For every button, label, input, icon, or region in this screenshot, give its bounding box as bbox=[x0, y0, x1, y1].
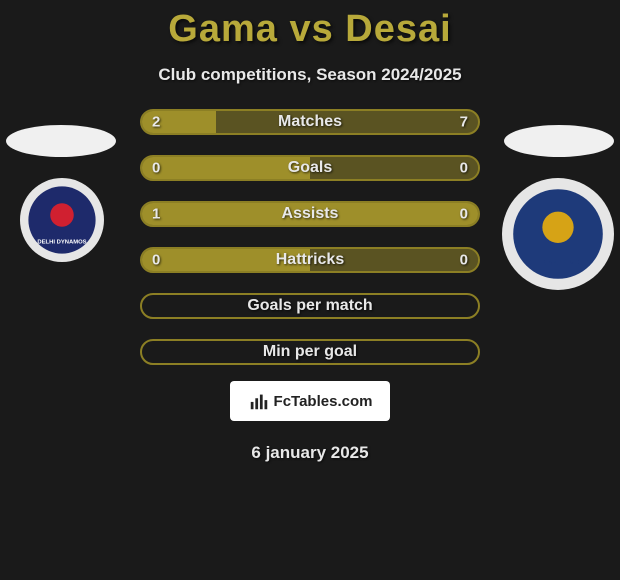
comparison-infographic: Gama vs Desai Club competitions, Season … bbox=[0, 0, 620, 580]
stat-value-right: 0 bbox=[460, 206, 468, 223]
stat-row: Hattricks 0 0 bbox=[140, 247, 480, 273]
stat-value-left: 0 bbox=[152, 252, 160, 269]
player-photo-right-placeholder bbox=[504, 125, 614, 157]
stat-value-right: 0 bbox=[460, 160, 468, 177]
stat-row: Goals per match bbox=[140, 293, 480, 319]
stat-bar-right bbox=[310, 157, 478, 179]
stat-row: Min per goal bbox=[140, 339, 480, 365]
stat-value-left: 0 bbox=[152, 160, 160, 177]
stat-value-left: 2 bbox=[152, 114, 160, 131]
svg-text:CHENNAIYIN F.C.: CHENNAIYIN F.C. bbox=[526, 258, 591, 267]
stat-label: Hattricks bbox=[276, 251, 344, 269]
chennaiyin-fc-badge: CHENNAIYIN F.C. bbox=[502, 178, 614, 290]
stat-row: Assists 1 0 bbox=[140, 201, 480, 227]
delhi-dynamos-badge: DELHI DYNAMOS bbox=[20, 178, 104, 262]
stat-label: Goals bbox=[288, 159, 332, 177]
chart-icon bbox=[248, 390, 270, 412]
stat-bars: Matches27Goals00Assists10Hattricks00Goal… bbox=[140, 109, 480, 365]
stat-label: Assists bbox=[282, 205, 339, 223]
player-photo-left-placeholder bbox=[6, 125, 116, 157]
stat-row: Goals 0 0 bbox=[140, 155, 480, 181]
attribution: FcTables.com bbox=[230, 381, 390, 421]
stat-row: Matches 2 7 bbox=[140, 109, 480, 135]
date: 6 january 2025 bbox=[0, 443, 620, 463]
stat-value-right: 7 bbox=[460, 114, 468, 131]
stat-value-left: 1 bbox=[152, 206, 160, 223]
stat-label: Goals per match bbox=[247, 297, 372, 315]
svg-text:DELHI DYNAMOS: DELHI DYNAMOS bbox=[37, 240, 86, 246]
stat-bar-left bbox=[142, 157, 310, 179]
stat-label: Matches bbox=[278, 113, 342, 131]
subtitle: Club competitions, Season 2024/2025 bbox=[0, 65, 620, 85]
attribution-text: FcTables.com bbox=[274, 393, 373, 410]
page-title: Gama vs Desai bbox=[0, 0, 620, 51]
stat-value-right: 0 bbox=[460, 252, 468, 269]
stat-label: Min per goal bbox=[263, 343, 357, 361]
